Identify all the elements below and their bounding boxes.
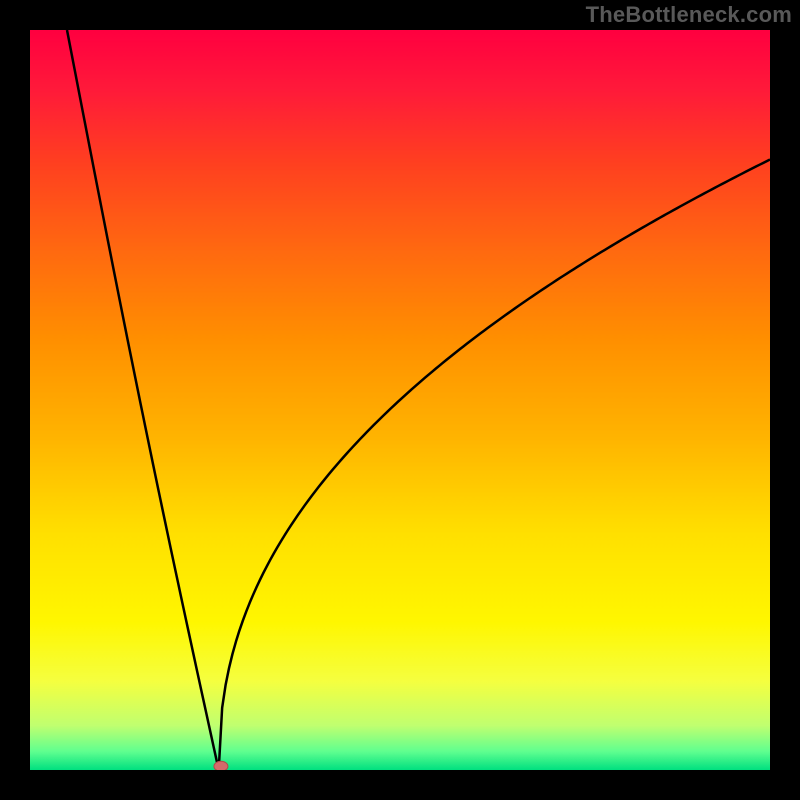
watermark-label: TheBottleneck.com (586, 2, 792, 28)
curve-layer (30, 30, 770, 770)
chart-container: TheBottleneck.com (0, 0, 800, 800)
plot-area (30, 30, 770, 770)
bottleneck-curve (67, 30, 770, 770)
valley-marker (214, 761, 228, 770)
